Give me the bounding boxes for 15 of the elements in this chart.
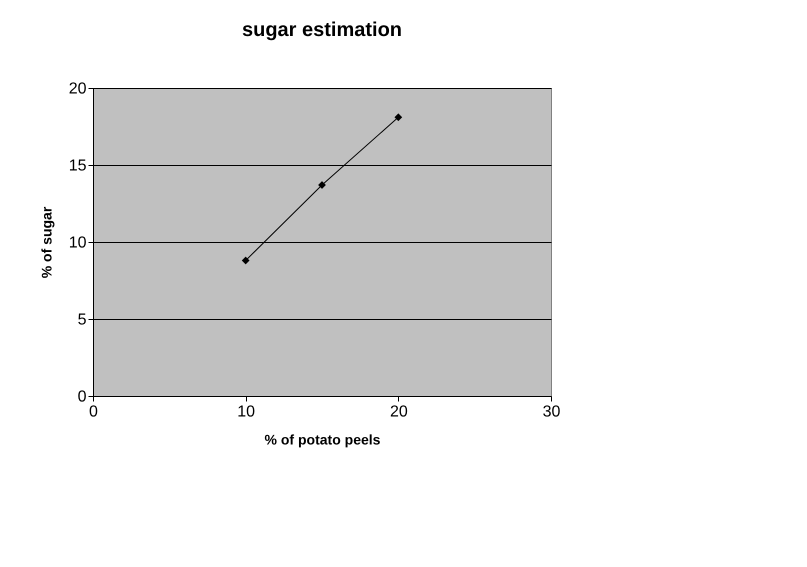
chart-title: sugar estimation — [242, 19, 402, 41]
y-tick-label: 0 — [78, 388, 87, 406]
y-axis-title: % of sugar — [38, 206, 55, 278]
point — [242, 256, 250, 264]
x-tick-label: 20 — [390, 404, 408, 420]
x-axis-title: % of potato peels — [264, 432, 381, 448]
x-tick-label: 10 — [237, 404, 256, 420]
point — [394, 113, 402, 122]
y-tick-label: 15 — [68, 158, 87, 174]
x-tick-label: 0 — [89, 404, 98, 420]
y-tick-label: 20 — [68, 80, 87, 98]
point — [318, 181, 326, 189]
x-tick-label: 30 — [542, 404, 560, 420]
y-tick-label: 5 — [78, 312, 87, 328]
y-tick-label: 10 — [68, 234, 87, 252]
